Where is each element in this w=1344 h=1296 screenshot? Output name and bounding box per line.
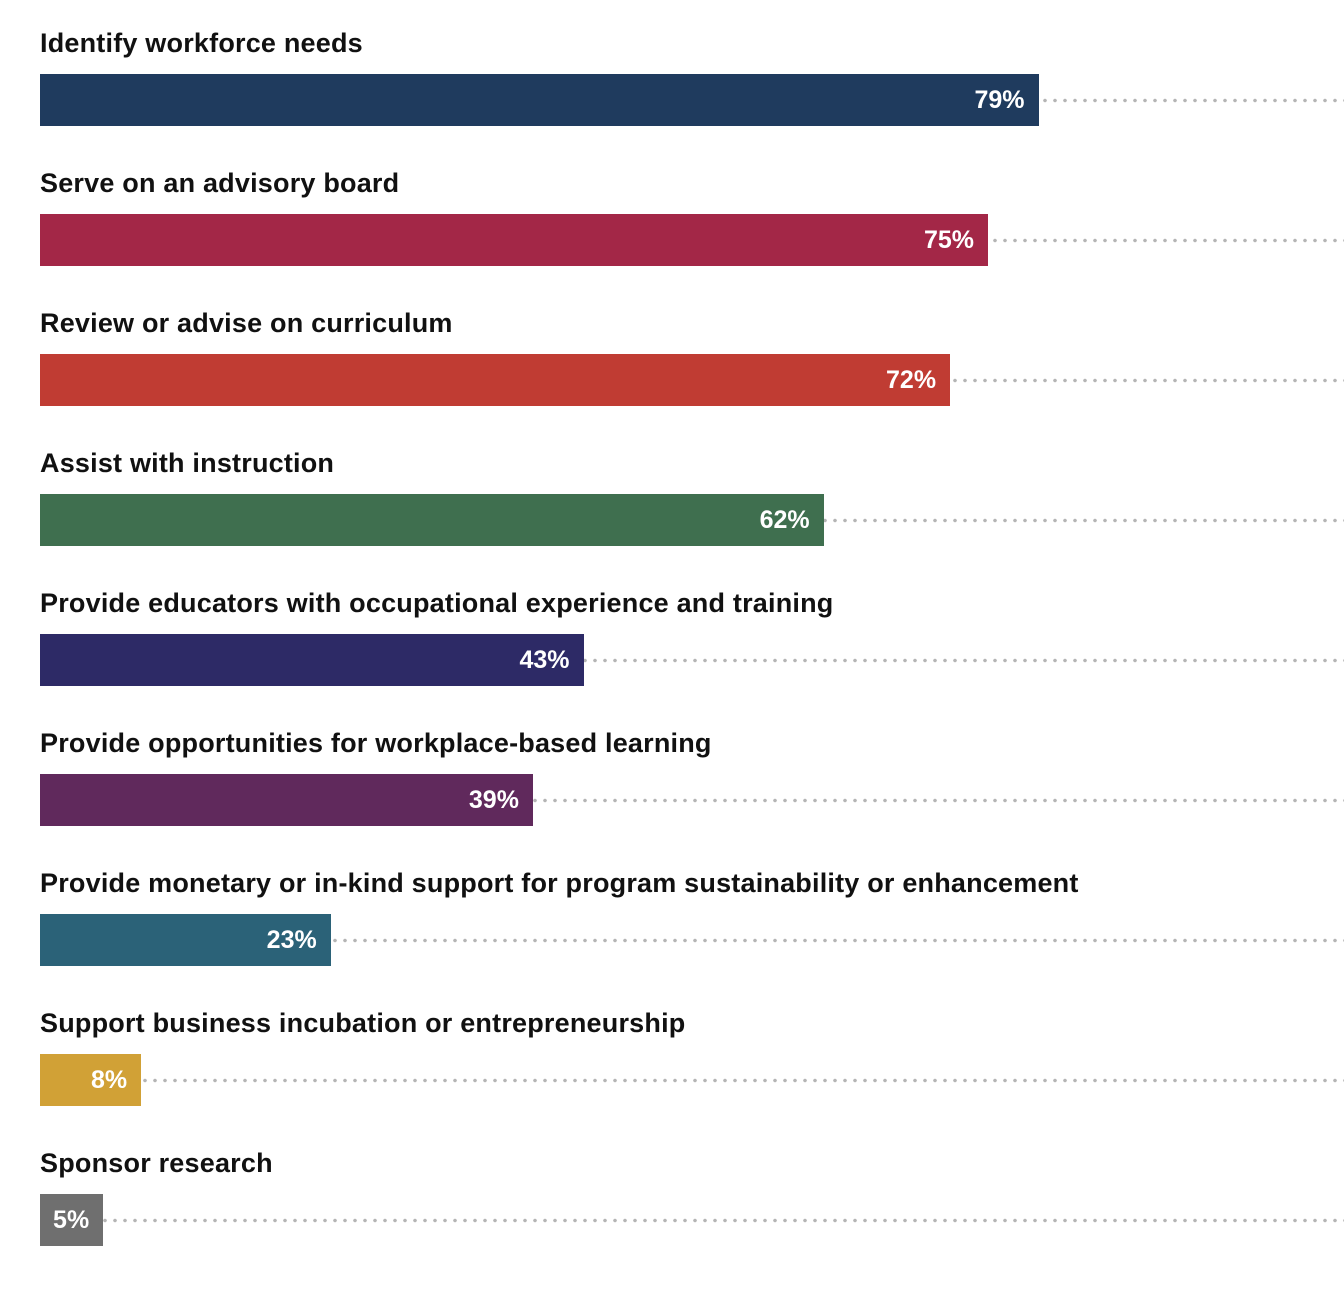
leader-dots xyxy=(40,1078,1344,1083)
bar: 8% xyxy=(40,1054,142,1106)
bar-track: 43% xyxy=(40,634,1344,686)
value-label: 72% xyxy=(886,365,937,394)
bar-row: Review or advise on curriculum 72% xyxy=(40,306,1344,406)
bar-track: 72% xyxy=(40,354,1344,406)
category-label: Provide educators with occupational expe… xyxy=(40,588,834,618)
bar-row: Provide educators with occupational expe… xyxy=(40,586,1344,686)
value-label: 23% xyxy=(266,925,317,954)
bar-row: Identify workforce needs 79% xyxy=(40,26,1344,126)
leader-dots xyxy=(40,658,1344,663)
value-label: 39% xyxy=(468,785,519,814)
bar: 62% xyxy=(40,494,824,546)
bar: 43% xyxy=(40,634,584,686)
bar-track: 79% xyxy=(40,74,1344,126)
value-label: 79% xyxy=(974,85,1025,114)
category-label: Provide opportunities for workplace-base… xyxy=(40,728,712,758)
bar-row: Support business incubation or entrepren… xyxy=(40,1006,1344,1106)
category-label: Review or advise on curriculum xyxy=(40,308,453,338)
leader-dots xyxy=(40,798,1344,803)
bar-row: Assist with instruction 62% xyxy=(40,446,1344,546)
bar-row: Provide monetary or in-kind support for … xyxy=(40,866,1344,966)
bar: 79% xyxy=(40,74,1039,126)
category-label: Identify workforce needs xyxy=(40,28,363,58)
bar: 39% xyxy=(40,774,533,826)
bar-track: 5% xyxy=(40,1194,1344,1246)
category-label: Sponsor research xyxy=(40,1148,273,1178)
leader-dots xyxy=(40,1218,1344,1223)
value-label: 8% xyxy=(90,1065,128,1094)
bar: 5% xyxy=(40,1194,104,1246)
bar-track: 8% xyxy=(40,1054,1344,1106)
bar: 72% xyxy=(40,354,951,406)
leader-dots xyxy=(40,938,1344,943)
value-label: 62% xyxy=(759,505,810,534)
bar-track: 75% xyxy=(40,214,1344,266)
bar: 75% xyxy=(40,214,988,266)
bar-track: 23% xyxy=(40,914,1344,966)
bar-track: 39% xyxy=(40,774,1344,826)
bar-row: Serve on an advisory board 75% xyxy=(40,166,1344,266)
value-label: 75% xyxy=(923,225,974,254)
category-label: Provide monetary or in-kind support for … xyxy=(40,868,1079,898)
value-label: 43% xyxy=(519,645,570,674)
category-label: Support business incubation or entrepren… xyxy=(40,1008,686,1038)
bar: 23% xyxy=(40,914,331,966)
bar-track: 62% xyxy=(40,494,1344,546)
category-label: Serve on an advisory board xyxy=(40,168,400,198)
bar-row: Provide opportunities for workplace-base… xyxy=(40,726,1344,826)
bar-row: Sponsor research 5% xyxy=(40,1146,1344,1246)
horizontal-bar-chart: Identify workforce needs 79% Serve on an a… xyxy=(40,26,1344,1246)
category-label: Assist with instruction xyxy=(40,448,335,478)
value-label: 5% xyxy=(53,1205,90,1234)
